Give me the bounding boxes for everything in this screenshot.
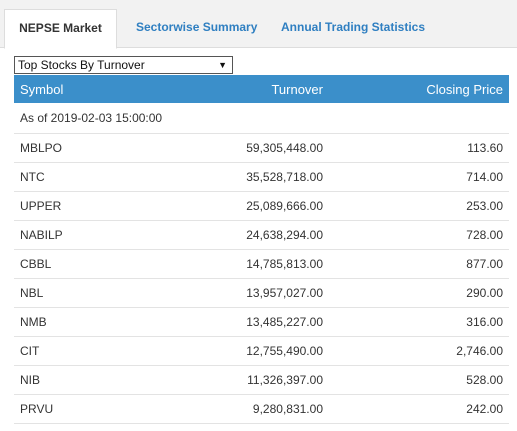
column-header-turnover: Turnover xyxy=(271,81,323,97)
cell-turnover: 11,326,397.00 xyxy=(194,365,329,395)
stock-filter-dropdown[interactable]: Top Stocks By Turnover ▼ xyxy=(14,56,233,74)
as-of-row: As of 2019-02-03 15:00:00 xyxy=(14,103,509,134)
table-row: NBL 13,957,027.00 290.00 xyxy=(14,278,509,308)
tab-annual-trading-statistics[interactable]: Annual Trading Statistics xyxy=(281,20,426,34)
cell-symbol: CBBL xyxy=(14,249,194,279)
cell-symbol: NMB xyxy=(14,307,194,337)
table-row: MBLPO 59,305,448.00 113.60 xyxy=(14,133,509,163)
cell-closing-price: 528.00 xyxy=(329,365,509,395)
as-of-timestamp: As of 2019-02-03 15:00:00 xyxy=(14,103,509,134)
cell-turnover: 13,957,027.00 xyxy=(194,278,329,308)
cell-turnover: 59,305,448.00 xyxy=(194,133,329,163)
cell-symbol: CIT xyxy=(14,336,194,366)
cell-symbol: PRVU xyxy=(14,394,194,424)
table-row: CBBL 14,785,813.00 877.00 xyxy=(14,249,509,279)
table-row: UPPER 25,089,666.00 253.00 xyxy=(14,191,509,221)
top-stocks-table: Symbol Turnover Closing Price As of 2019… xyxy=(14,75,509,424)
cell-turnover: 12,755,490.00 xyxy=(194,336,329,366)
tab-nepse-market[interactable]: NEPSE Market xyxy=(4,9,117,49)
chevron-down-icon: ▼ xyxy=(218,60,227,70)
cell-closing-price: 253.00 xyxy=(329,191,509,221)
table-header-row: Symbol Turnover Closing Price xyxy=(14,75,509,103)
cell-symbol: NTC xyxy=(14,162,194,192)
table-row: NMB 13,485,227.00 316.00 xyxy=(14,307,509,337)
tab-sectorwise-summary[interactable]: Sectorwise Summary xyxy=(136,20,258,34)
cell-closing-price: 2,746.00 xyxy=(329,336,509,366)
cell-turnover: 35,528,718.00 xyxy=(194,162,329,192)
table-row: NABILP 24,638,294.00 728.00 xyxy=(14,220,509,250)
cell-turnover: 25,089,666.00 xyxy=(194,191,329,221)
cell-symbol: MBLPO xyxy=(14,133,194,163)
cell-symbol: NBL xyxy=(14,278,194,308)
cell-closing-price: 242.00 xyxy=(329,394,509,424)
tab-bar: NEPSE Market Sectorwise Summary Annual T… xyxy=(0,0,517,49)
table-row: CIT 12,755,490.00 2,746.00 xyxy=(14,336,509,366)
cell-symbol: UPPER xyxy=(14,191,194,221)
table-row: NIB 11,326,397.00 528.00 xyxy=(14,365,509,395)
cell-turnover: 24,638,294.00 xyxy=(194,220,329,250)
cell-closing-price: 290.00 xyxy=(329,278,509,308)
cell-closing-price: 877.00 xyxy=(329,249,509,279)
cell-closing-price: 714.00 xyxy=(329,162,509,192)
column-header-symbol: Symbol xyxy=(20,81,64,97)
cell-turnover: 9,280,831.00 xyxy=(194,394,329,424)
column-header-closing-price: Closing Price xyxy=(426,81,503,97)
cell-closing-price: 316.00 xyxy=(329,307,509,337)
table-row: NTC 35,528,718.00 714.00 xyxy=(14,162,509,192)
cell-symbol: NABILP xyxy=(14,220,194,250)
cell-closing-price: 113.60 xyxy=(329,133,509,163)
cell-turnover: 13,485,227.00 xyxy=(194,307,329,337)
cell-closing-price: 728.00 xyxy=(329,220,509,250)
cell-symbol: NIB xyxy=(14,365,194,395)
dropdown-selected-value: Top Stocks By Turnover xyxy=(18,58,145,72)
cell-turnover: 14,785,813.00 xyxy=(194,249,329,279)
table-row: PRVU 9,280,831.00 242.00 xyxy=(14,394,509,424)
